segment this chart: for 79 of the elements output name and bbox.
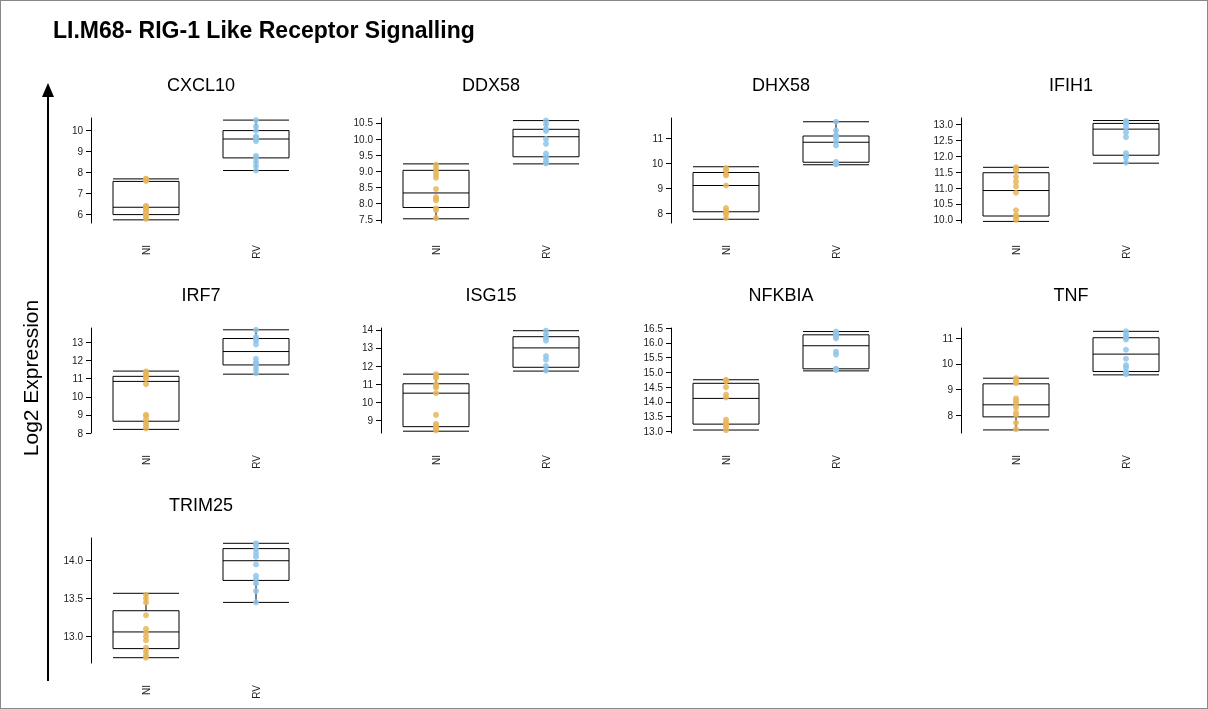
chart-title: TRIM25 bbox=[168, 495, 234, 515]
chart-title: IRF7 bbox=[181, 285, 221, 305]
y-tick-label: 7 bbox=[77, 188, 84, 200]
y-tick-label: 14.0 bbox=[63, 555, 84, 567]
y-tick-label: 16.5 bbox=[643, 322, 664, 334]
x-tick-label: NI bbox=[1010, 245, 1022, 255]
chart-title: NFKBIA bbox=[748, 285, 814, 305]
y-tick-label: 9.5 bbox=[359, 149, 374, 161]
y-tick-label: 11 bbox=[362, 378, 374, 390]
y-tick-label: 10.0 bbox=[353, 133, 374, 145]
y-tick-label: 8 bbox=[947, 409, 954, 421]
x-tick-label: RV bbox=[540, 454, 552, 469]
y-tick-label: 10.0 bbox=[933, 214, 954, 226]
y-tick-label: 12.5 bbox=[933, 134, 954, 146]
x-tick-label: RV bbox=[830, 454, 842, 469]
x-tick-label: NI bbox=[720, 245, 732, 255]
y-tick-label: 8 bbox=[77, 167, 84, 179]
y-tick-label: 10 bbox=[651, 157, 664, 169]
x-tick-label: RV bbox=[1120, 244, 1132, 259]
y-tick-label: 8.5 bbox=[359, 181, 374, 193]
y-tick-label: 12 bbox=[361, 360, 374, 372]
x-tick-label: NI bbox=[1010, 455, 1022, 465]
y-tick-label: 8 bbox=[657, 207, 664, 219]
y-tick-label: 12 bbox=[71, 355, 84, 367]
text: LI.M68- RIG-1 Like Receptor Signalling bbox=[53, 17, 475, 44]
y-tick-label: 13.5 bbox=[63, 593, 84, 605]
y-tick-label: 15.0 bbox=[643, 366, 664, 378]
x-tick-label: RV bbox=[250, 454, 262, 469]
x-tick-label: NI bbox=[140, 685, 152, 695]
y-tick-label: 11 bbox=[72, 373, 84, 385]
x-tick-label: RV bbox=[250, 244, 262, 259]
y-tick-label: 10 bbox=[941, 358, 954, 370]
y-tick-label: 13 bbox=[361, 342, 374, 354]
y-tick-label: 11.5 bbox=[934, 166, 954, 178]
y-tick-label: 10 bbox=[71, 125, 84, 137]
y-tick-label: 13.0 bbox=[63, 630, 84, 642]
y-tick-label: 13.0 bbox=[933, 118, 954, 130]
y-tick-label: 10.5 bbox=[353, 117, 374, 129]
y-tick-label: 14.5 bbox=[643, 381, 664, 393]
y-tick-label: 16.0 bbox=[643, 337, 664, 349]
y-tick-label: 11 bbox=[652, 132, 664, 144]
x-tick-label: RV bbox=[1120, 454, 1132, 469]
chart-title: DDX58 bbox=[461, 75, 521, 95]
y-tick-label: 10 bbox=[71, 391, 84, 403]
x-tick-label: RV bbox=[830, 244, 842, 259]
y-tick-label: 14 bbox=[361, 324, 374, 336]
y-tick-label: 13.0 bbox=[643, 426, 664, 438]
y-tick-label: 9 bbox=[367, 414, 374, 426]
y-tick-label: 10.5 bbox=[933, 198, 954, 210]
x-tick-label: NI bbox=[430, 455, 442, 465]
y-tick-label: 7.5 bbox=[359, 214, 374, 226]
y-tick-label: 14.0 bbox=[643, 396, 664, 408]
y-tick-label: 11.0 bbox=[934, 182, 954, 194]
y-tick-label: 9 bbox=[77, 409, 84, 421]
chart-title: DHX58 bbox=[751, 75, 811, 95]
x-tick-label: NI bbox=[140, 455, 152, 465]
chart-title: CXCL10 bbox=[166, 75, 236, 95]
y-tick-label: 10 bbox=[361, 396, 374, 408]
y-tick-label: 12.0 bbox=[933, 150, 954, 162]
y-tick-label: 9.0 bbox=[359, 165, 374, 177]
y-tick-label: 13.5 bbox=[643, 411, 664, 423]
y-tick-label: 8 bbox=[77, 427, 84, 439]
y-tick-label: 13 bbox=[71, 336, 84, 348]
y-tick-label: 8.0 bbox=[359, 198, 374, 210]
x-tick-label: RV bbox=[540, 244, 552, 259]
y-tick-label: 11 bbox=[942, 332, 954, 344]
y-axis-title: Log2 Expression bbox=[19, 298, 43, 459]
y-tick-label: 9 bbox=[947, 383, 954, 395]
y-tick-label: 9 bbox=[657, 182, 664, 194]
chart-title: IFIH1 bbox=[1048, 75, 1094, 95]
y-tick-label: 6 bbox=[77, 209, 84, 221]
x-tick-label: RV bbox=[250, 684, 262, 699]
x-tick-label: NI bbox=[720, 455, 732, 465]
chart-title: ISG15 bbox=[465, 285, 517, 305]
x-tick-label: NI bbox=[430, 245, 442, 255]
y-tick-label: 15.5 bbox=[643, 352, 664, 364]
x-tick-label: NI bbox=[140, 245, 152, 255]
chart-title: TNF bbox=[1053, 285, 1089, 305]
y-tick-label: 9 bbox=[77, 146, 84, 158]
